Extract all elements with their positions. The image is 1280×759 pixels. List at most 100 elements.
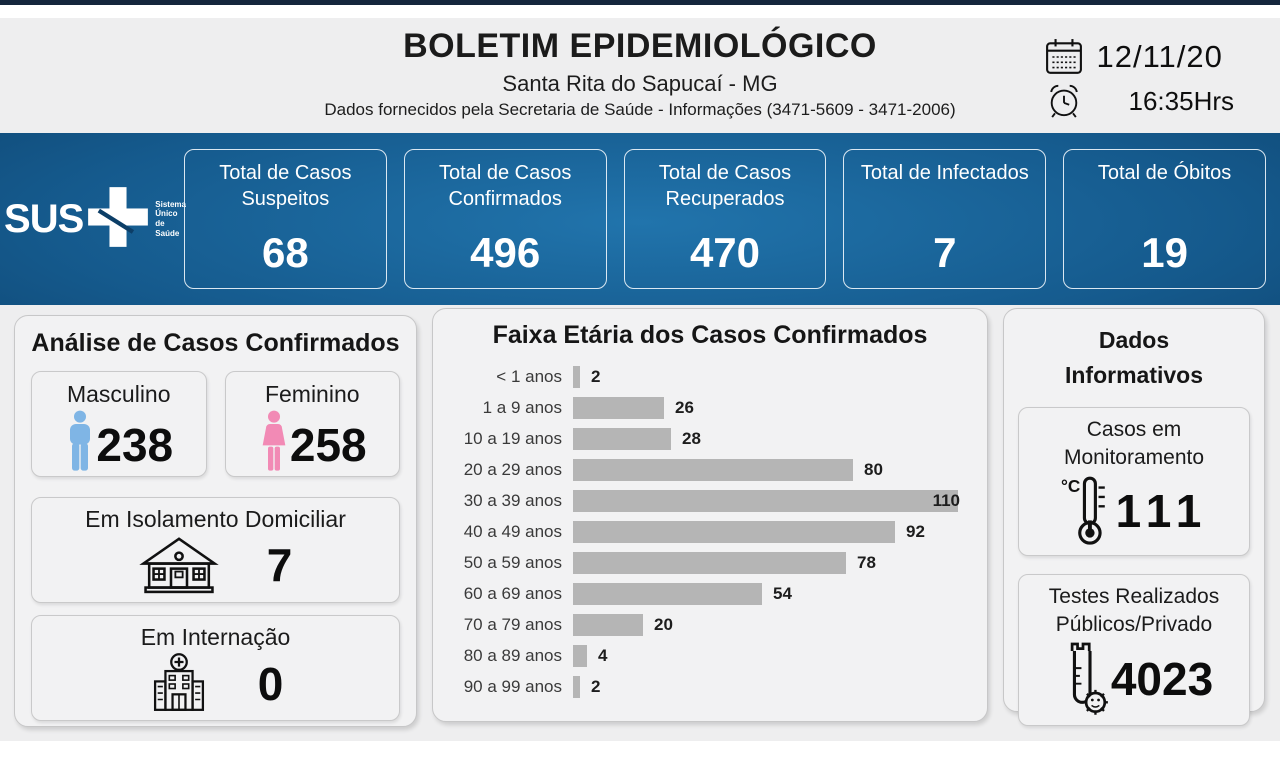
summary-card-value: 68 xyxy=(262,229,309,276)
male-person-icon xyxy=(64,410,96,479)
source-info-line: Dados fornecidos pela Secretaria de Saúd… xyxy=(324,100,956,119)
chart-row: 70 a 79 anos 20 xyxy=(453,614,967,636)
chart-value-label: 28 xyxy=(682,429,701,448)
hospital-icon xyxy=(148,653,210,715)
summary-card-label: Total de Casos Confirmados xyxy=(439,162,572,210)
summary-card: Total de Óbitos 19 xyxy=(1063,149,1266,289)
chart-category-label: 90 a 99 anos xyxy=(463,677,562,696)
test-tube-virus-icon xyxy=(1055,641,1111,717)
chart-category-label: 80 a 89 anos xyxy=(463,646,562,665)
chart-row: 90 a 99 anos 2 xyxy=(453,676,967,698)
isolation-card: Em Isolamento Domiciliar 7 xyxy=(31,497,400,603)
bottom-white-gap xyxy=(0,741,1280,759)
summary-card: Total de Casos Confirmados 496 xyxy=(403,149,607,289)
calendar-icon xyxy=(1043,38,1085,76)
chart-category-label: 1 a 9 anos xyxy=(482,398,562,417)
chart-value-label: 4 xyxy=(598,646,608,665)
chart-value-label: 2 xyxy=(591,677,601,696)
chart-bar xyxy=(573,459,853,481)
summary-card-label: Total de Casos Suspeitos xyxy=(219,162,352,210)
sus-logo-text: SUS xyxy=(4,196,84,241)
male-value: 238 xyxy=(96,418,174,471)
tests-label: Testes Realizados Públicos/Privado xyxy=(1048,584,1220,637)
summary-card-label: Total de Casos Recuperados xyxy=(658,162,792,210)
summary-card-value: 470 xyxy=(689,229,761,276)
summary-card-label: Total de Infectados xyxy=(860,162,1029,184)
chart-bar xyxy=(573,614,643,636)
female-value: 258 xyxy=(289,418,367,471)
female-label: Feminino xyxy=(264,381,360,407)
thermometer-celsius-icon: °C xyxy=(1060,475,1112,547)
isolation-label: Em Isolamento Domiciliar xyxy=(85,506,346,532)
chart-bar xyxy=(573,521,895,543)
top-white-gap xyxy=(0,5,1280,18)
chart-category-label: 60 a 69 anos xyxy=(463,584,562,603)
chart-bar xyxy=(573,645,587,667)
hospitalization-label: Em Internação xyxy=(140,624,291,650)
chart-row: < 1 anos 2 xyxy=(453,366,967,388)
sus-logo: SUS Sistema Único de Saúde xyxy=(4,185,186,254)
chart-category-label: 20 a 29 anos xyxy=(463,460,562,479)
chart-row: 50 a 59 anos 78 xyxy=(453,552,967,574)
time-row: 16:35Hrs xyxy=(1043,83,1234,119)
chart-value-label: 54 xyxy=(773,584,792,603)
chart-row: 40 a 49 anos 92 xyxy=(453,521,967,543)
chart-value-label: 92 xyxy=(906,522,925,541)
age-bar-chart: < 1 anos 2 1 a 9 anos 26 10 a 19 anos 28 20 a … xyxy=(453,366,967,698)
summary-banner: SUS Sistema Único de Saúde Total de Caso… xyxy=(0,133,1280,305)
chart-category-label: 50 a 59 anos xyxy=(463,553,562,572)
chart-row: 30 a 39 anos 110 xyxy=(453,490,967,512)
male-card: Masculino 238 xyxy=(31,371,207,477)
house-icon xyxy=(139,535,219,595)
chart-value-label: 26 xyxy=(675,398,694,417)
analysis-title: Análise de Casos Confirmados xyxy=(31,329,400,357)
chart-value-label: 20 xyxy=(654,615,673,634)
chart-value-label: 78 xyxy=(857,553,876,572)
summary-card-value: 496 xyxy=(470,229,541,276)
analysis-panel: Análise de Casos Confirmados Masculino 2… xyxy=(14,315,417,727)
summary-card-value: 7 xyxy=(933,229,957,276)
summary-card-label: Total de Óbitos xyxy=(1097,162,1232,184)
datetime-block: 12/11/20 16:35Hrs xyxy=(1043,38,1234,119)
informative-panel: Dados Informativos Casos em Monitorament… xyxy=(1003,308,1265,727)
chart-category-label: 10 a 19 anos xyxy=(463,429,562,448)
monitoring-value: 111 xyxy=(1115,484,1209,537)
chart-row: 10 a 19 anos 28 xyxy=(453,428,967,450)
chart-bar xyxy=(573,676,580,698)
chart-bar xyxy=(573,397,664,419)
chart-row: 60 a 69 anos 54 xyxy=(453,583,967,605)
female-person-icon xyxy=(258,410,290,479)
main-content: Análise de Casos Confirmados Masculino 2… xyxy=(0,305,1280,741)
male-label: Masculino xyxy=(66,381,171,407)
chart-value-label: 80 xyxy=(864,460,883,479)
chart-row: 80 a 89 anos 4 xyxy=(453,645,967,667)
sus-cross-icon xyxy=(86,185,150,254)
chart-bar xyxy=(573,428,671,450)
female-card: Feminino 258 xyxy=(224,371,400,479)
summary-cards: Total de Casos Suspeitos 68 Total de Casos… xyxy=(184,149,1266,289)
chart-row: 20 a 29 anos 80 xyxy=(453,459,967,481)
header: BOLETIM EPIDEMIOLÓGICO Santa Rita do Sap… xyxy=(0,18,1280,133)
summary-card-value: 19 xyxy=(1141,229,1188,276)
summary-card: Total de Infectados 7 xyxy=(843,149,1047,289)
svg-text:°C: °C xyxy=(1061,476,1080,496)
monitoring-card: Casos em Monitoramento °C 111 xyxy=(1018,407,1250,556)
monitoring-label: Casos em Monitoramento xyxy=(1063,418,1205,470)
chart-bar xyxy=(573,552,846,574)
alarm-clock-icon xyxy=(1043,83,1085,119)
chart-category-label: 30 a 39 anos xyxy=(463,491,562,510)
isolation-value: 7 xyxy=(266,539,293,591)
age-chart-panel: Faixa Etária dos Casos Confirmados < 1 a… xyxy=(432,308,988,722)
page-title: BOLETIM EPIDEMIOLÓGICO xyxy=(403,27,877,65)
hospitalization-value: 0 xyxy=(257,658,284,710)
chart-bar xyxy=(573,583,762,605)
tests-value: 4023 xyxy=(1110,653,1214,706)
chart-category-label: 40 a 49 anos xyxy=(463,522,562,541)
informative-title: Dados Informativos xyxy=(1064,327,1204,388)
chart-bar xyxy=(573,490,958,512)
gender-row: Masculino 238 Feminino xyxy=(31,371,400,477)
chart-row: 1 a 9 anos 26 xyxy=(453,397,967,419)
chart-value-label: 110 xyxy=(932,491,960,510)
hospitalization-card: Em Internação 0 xyxy=(31,615,400,721)
chart-title: Faixa Etária dos Casos Confirmados xyxy=(492,321,928,349)
